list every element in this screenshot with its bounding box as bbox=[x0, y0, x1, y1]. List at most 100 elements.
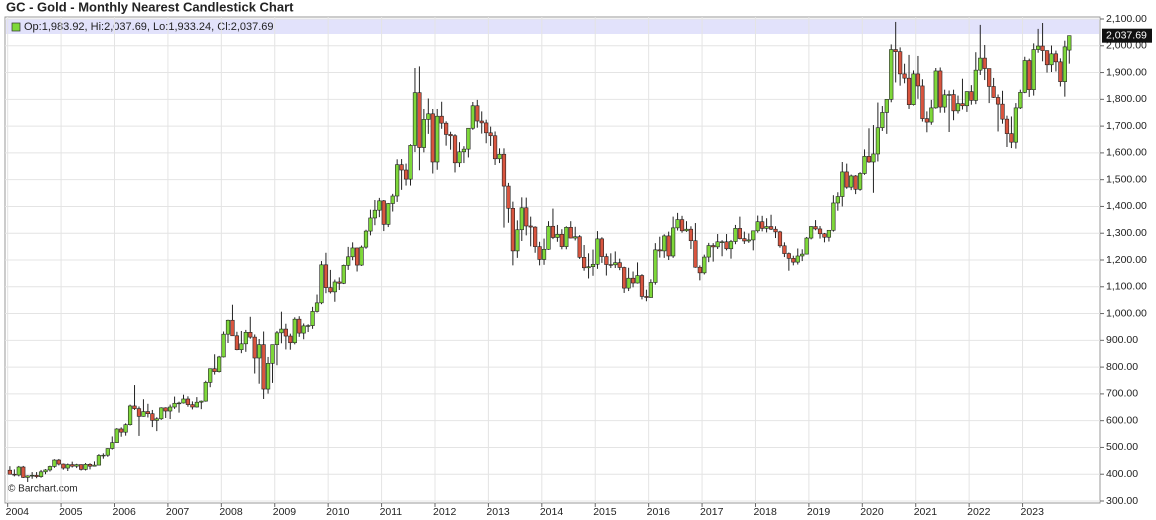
candle-body bbox=[74, 464, 79, 467]
candle-body bbox=[265, 363, 271, 390]
candle-body bbox=[969, 91, 974, 101]
candle-body bbox=[510, 208, 515, 252]
candle-body bbox=[16, 466, 21, 476]
candle-body bbox=[875, 127, 880, 155]
candle-body bbox=[390, 195, 395, 204]
candle-body bbox=[79, 464, 84, 470]
candle-body bbox=[292, 318, 297, 344]
y-tick-label: 400.00 bbox=[1106, 468, 1138, 480]
y-tick-label: 1,600.00 bbox=[1106, 147, 1147, 159]
candle-body bbox=[314, 302, 320, 312]
candle-body bbox=[341, 265, 346, 284]
candle-body bbox=[960, 103, 965, 107]
candle-body bbox=[56, 459, 61, 465]
candle-body bbox=[136, 408, 142, 417]
y-tick-label: 1,300.00 bbox=[1106, 227, 1147, 239]
candle-body bbox=[693, 240, 698, 268]
candle-body bbox=[119, 428, 124, 433]
y-tick-label: 1,900.00 bbox=[1106, 66, 1147, 78]
candle-body bbox=[773, 228, 778, 233]
candle-body bbox=[52, 459, 57, 467]
candle-body bbox=[297, 318, 302, 334]
candle-body bbox=[301, 325, 306, 334]
candle-body bbox=[497, 153, 502, 160]
candle-body bbox=[728, 241, 734, 250]
candle-body bbox=[243, 331, 248, 345]
candle-body bbox=[470, 105, 475, 129]
candle-body bbox=[608, 264, 613, 266]
x-tick-label: 2011 bbox=[380, 506, 403, 518]
candle-body bbox=[1009, 133, 1014, 143]
candle-body bbox=[755, 221, 760, 232]
candle-body bbox=[185, 398, 191, 405]
candle-body bbox=[399, 164, 404, 171]
candle-body bbox=[893, 49, 898, 52]
candle-body bbox=[920, 85, 925, 119]
candle-body bbox=[702, 256, 707, 274]
legend-text: Op:1,983.92, Hi:2,037.69, Lo:1,933.24, C… bbox=[24, 21, 274, 33]
candle-body bbox=[582, 257, 587, 269]
candle-body bbox=[862, 156, 867, 174]
candle-body bbox=[7, 469, 12, 475]
candle-body bbox=[617, 262, 622, 268]
candle-body bbox=[501, 153, 507, 187]
y-tick-label: 300.00 bbox=[1106, 495, 1138, 507]
candle-body bbox=[719, 241, 725, 243]
candle-body bbox=[163, 407, 168, 412]
candle-body bbox=[208, 368, 213, 383]
candle-body bbox=[822, 233, 827, 238]
candle-body bbox=[915, 73, 921, 87]
candle-body bbox=[328, 287, 333, 293]
x-tick-label: 2012 bbox=[433, 506, 457, 518]
candle-body bbox=[323, 264, 329, 288]
candle-body bbox=[831, 202, 836, 231]
candle-body bbox=[768, 226, 774, 230]
candle-body bbox=[1000, 103, 1005, 120]
candle-body bbox=[65, 464, 70, 469]
candle-body bbox=[866, 156, 872, 163]
candle-body bbox=[586, 266, 591, 269]
candle-body bbox=[1053, 53, 1059, 63]
x-tick-label: 2005 bbox=[59, 506, 83, 518]
candle-body bbox=[484, 122, 489, 134]
x-tick-label: 2006 bbox=[113, 506, 137, 518]
x-tick-label: 2009 bbox=[273, 506, 297, 518]
candle-body bbox=[933, 70, 938, 109]
candle-body bbox=[791, 258, 796, 263]
candle-body bbox=[395, 164, 400, 197]
candle-body bbox=[1067, 35, 1072, 51]
candle-body bbox=[83, 464, 88, 470]
candle-body bbox=[737, 228, 742, 239]
candle-body bbox=[96, 455, 102, 466]
candle-body bbox=[435, 115, 440, 163]
candle-body bbox=[38, 471, 44, 477]
candle-body bbox=[110, 442, 115, 449]
candle-body bbox=[159, 407, 164, 420]
candle-body bbox=[457, 151, 462, 164]
y-tick-label: 1,700.00 bbox=[1106, 120, 1147, 132]
candle-body bbox=[924, 118, 929, 123]
candle-body bbox=[346, 256, 351, 266]
candle-body bbox=[1004, 118, 1010, 134]
candle-body bbox=[1062, 46, 1067, 82]
candle-body bbox=[439, 115, 444, 124]
candle-body bbox=[590, 263, 596, 267]
candle-body bbox=[274, 332, 280, 345]
candle-body bbox=[840, 171, 845, 197]
candle-body bbox=[61, 463, 66, 469]
candle-body bbox=[987, 68, 992, 87]
candle-body bbox=[150, 413, 155, 421]
candle-body bbox=[817, 228, 823, 235]
candle-body bbox=[43, 469, 48, 473]
candle-body bbox=[466, 127, 471, 150]
candle-body bbox=[444, 122, 449, 135]
candle-body bbox=[644, 296, 649, 298]
candle-body bbox=[639, 275, 645, 297]
candle-body bbox=[408, 145, 413, 180]
candle-body bbox=[653, 249, 658, 283]
candle-body bbox=[145, 411, 150, 415]
x-tick-label: 2014 bbox=[540, 506, 564, 518]
candle-body bbox=[599, 238, 605, 257]
candle-body bbox=[662, 235, 667, 252]
candle-body bbox=[350, 247, 355, 258]
